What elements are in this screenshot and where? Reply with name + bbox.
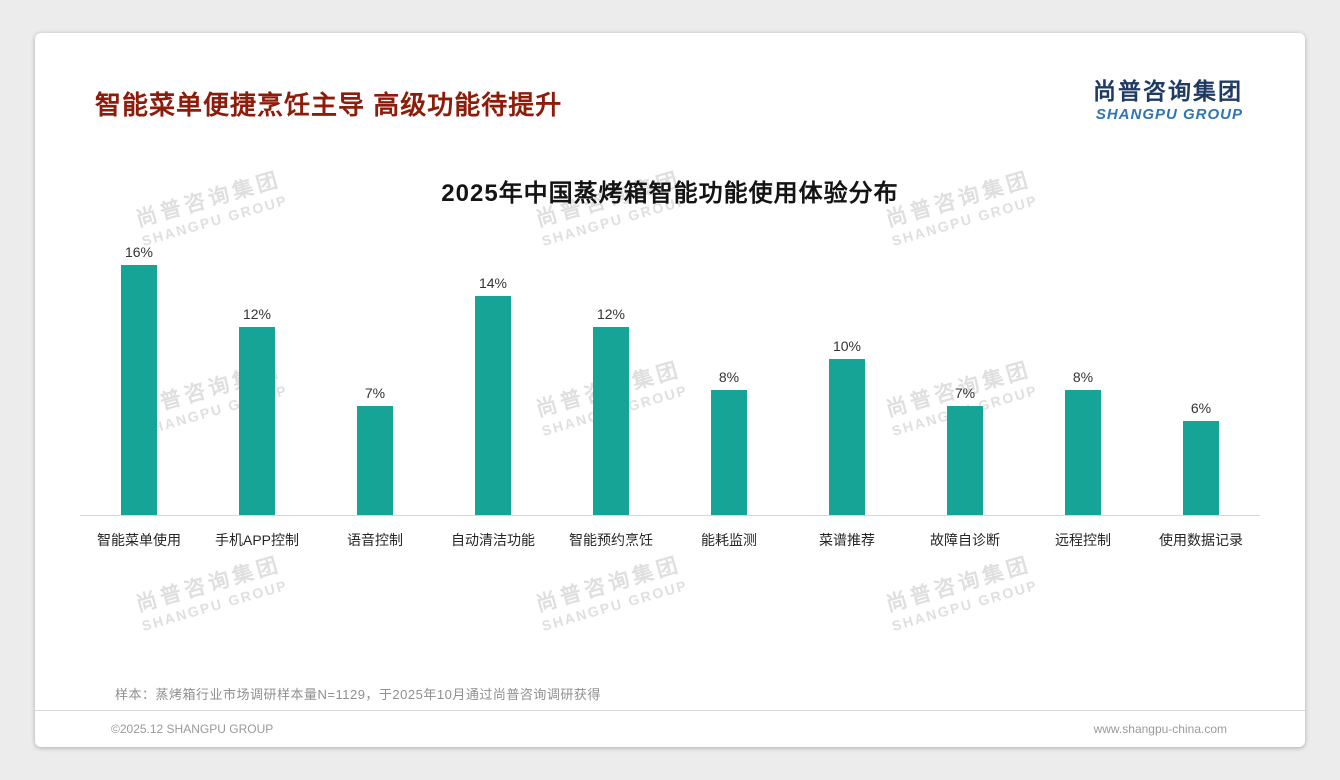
bar bbox=[357, 405, 393, 515]
bar-value-label: 7% bbox=[954, 384, 976, 401]
category-label: 智能菜单使用 bbox=[97, 531, 181, 548]
bar bbox=[475, 295, 511, 515]
bar bbox=[1183, 420, 1219, 515]
logo-cn-text: 尚普咨询集团 bbox=[1093, 78, 1243, 104]
bar-value-label: 6% bbox=[1190, 399, 1212, 416]
bar-value-label: 12% bbox=[596, 305, 626, 322]
company-logo: 尚普咨询集团 SHANGPU GROUP bbox=[1093, 77, 1243, 125]
footer-website: www.shangpu-china.com bbox=[1093, 722, 1227, 736]
bar bbox=[1065, 389, 1101, 515]
bar bbox=[593, 326, 629, 515]
bar-column: 12% bbox=[552, 306, 670, 515]
bar-column: 7% bbox=[906, 385, 1024, 515]
bar-value-label: 7% bbox=[364, 384, 386, 401]
bar-value-label: 16% bbox=[124, 243, 154, 260]
category-label: 智能预约烹饪 bbox=[569, 531, 653, 548]
bar-value-label: 8% bbox=[718, 368, 740, 385]
bar bbox=[711, 389, 747, 515]
bar bbox=[829, 358, 865, 515]
bar-column: 8% bbox=[670, 369, 788, 515]
category-label: 自动清洁功能 bbox=[451, 531, 535, 548]
bar-value-label: 8% bbox=[1072, 368, 1094, 385]
labels-row: 智能菜单使用 手机APP控制 语音控制 自动清洁功能 智能预约烹饪 能耗监测 菜谱推荐 故障自… bbox=[80, 516, 1260, 550]
bar bbox=[239, 326, 275, 515]
bar-column: 10% bbox=[788, 338, 906, 515]
bar-column: 16% bbox=[80, 244, 198, 515]
slide-card: 尚普咨询集团 SHANGPU GROUP 尚普咨询集团 SHANGPU GROUP 尚普… bbox=[35, 33, 1305, 747]
category-label: 使用数据记录 bbox=[1159, 531, 1243, 548]
chart-title: 2025年中国蒸烤箱智能功能使用体验分布 bbox=[441, 179, 899, 207]
bar-column: 8% bbox=[1024, 369, 1142, 515]
category-label: 手机APP控制 bbox=[214, 531, 299, 548]
header: 智能菜单便捷烹饪主导 高级功能待提升 尚普咨询集团 SHANGPU GROUP bbox=[35, 33, 1305, 125]
category-label: 故障自诊断 bbox=[930, 531, 1000, 548]
sample-note: 样本：蒸烤箱行业市场调研样本量N=1129，于2025年10月通过尚普咨询调研获… bbox=[115, 687, 601, 702]
footer: ©2025.12 SHANGPU GROUP www.shangpu-china… bbox=[35, 710, 1305, 747]
bar-value-label: 14% bbox=[478, 274, 508, 291]
bar-column: 7% bbox=[316, 385, 434, 515]
bar bbox=[947, 405, 983, 515]
bars-area: 16% 12% 7% 14% 12% 8% 10% 7% 8% 6% bbox=[80, 226, 1260, 516]
bar-value-label: 12% bbox=[242, 305, 272, 322]
page-title: 智能菜单便捷烹饪主导 高级功能待提升 bbox=[95, 90, 563, 120]
bar bbox=[121, 264, 157, 515]
footer-copyright: ©2025.12 SHANGPU GROUP bbox=[111, 722, 274, 736]
bar-column: 6% bbox=[1142, 400, 1260, 515]
category-label: 语音控制 bbox=[347, 531, 403, 548]
bar-column: 14% bbox=[434, 275, 552, 515]
logo-en-text: SHANGPU GROUP bbox=[1095, 105, 1243, 123]
bar-chart: 16% 12% 7% 14% 12% 8% 10% 7% 8% 6% 智能菜单使用 手机APP控制 语… bbox=[35, 226, 1305, 550]
category-label: 远程控制 bbox=[1055, 531, 1111, 548]
bar-value-label: 10% bbox=[832, 337, 862, 354]
slide-content: 智能菜单便捷烹饪主导 高级功能待提升 尚普咨询集团 SHANGPU GROUP … bbox=[35, 33, 1305, 747]
bar-column: 12% bbox=[198, 306, 316, 515]
category-label: 菜谱推荐 bbox=[819, 531, 875, 548]
category-label: 能耗监测 bbox=[701, 531, 757, 548]
